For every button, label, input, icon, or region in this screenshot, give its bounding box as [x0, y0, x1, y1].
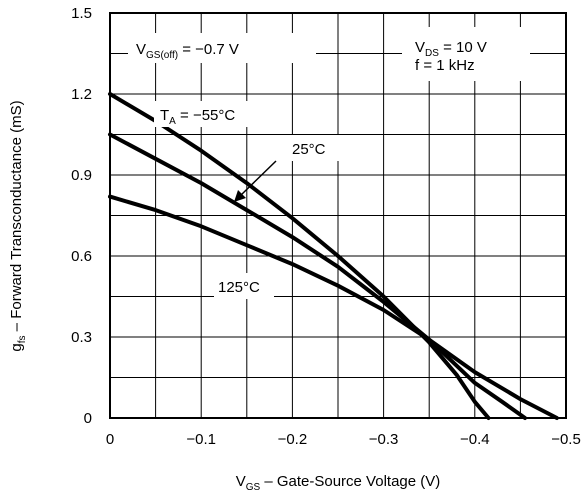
annotation-t125-part: 125°C: [218, 279, 260, 296]
x-tick-label: −0.1: [186, 431, 216, 448]
axis-labels: VGS – Gate-Source Voltage (V) gfs – Forwa…: [8, 100, 440, 493]
y-axis-label: gfs – Forward Transconductance (mS): [8, 100, 28, 351]
x-tick-label: −0.2: [278, 431, 308, 448]
y-axis-label-part: – Forward Transconductance (mS): [8, 100, 25, 335]
y-tick-label: 0: [84, 410, 92, 427]
annotation-vgsoff-part: GS(off): [146, 50, 178, 61]
annotation-vgsoff-part: = −0.7 V: [178, 41, 239, 58]
annotation-vgsoff: VGS(off) = −0.7 V: [136, 41, 239, 61]
annotation-vds-part: = 10 V: [439, 39, 487, 56]
x-tick-label: 0: [106, 431, 114, 448]
annotation-ta-part: = −55°C: [176, 107, 236, 124]
arrow-line: [239, 160, 277, 197]
grid: [110, 13, 566, 418]
annotation-ta-part: A: [169, 116, 176, 127]
y-axis-label-part: g: [8, 343, 25, 351]
annotation-vds: VDS = 10 V: [415, 39, 487, 59]
x-axis-label-part: GS: [246, 482, 261, 493]
annotation-background: [402, 27, 530, 81]
x-tick-label: −0.5: [551, 431, 581, 448]
y-tick-label: 0.6: [71, 248, 92, 265]
y-tick-label: 0.9: [71, 167, 92, 184]
series-curves: [108, 92, 559, 420]
annotation-t25-part: 25°C: [292, 141, 326, 158]
x-axis-label-part: – Gate-Source Voltage (V): [260, 473, 440, 490]
annotation-freq-part: f = 1 kHz: [415, 57, 475, 74]
annotation-background: [288, 135, 340, 161]
y-axis-label-part: fs: [17, 335, 28, 343]
annotation-freq: f = 1 kHz: [415, 57, 475, 74]
arrow-head: [234, 190, 246, 202]
annotation-t125: 125°C: [218, 279, 260, 296]
series-line-1: [108, 92, 491, 420]
y-tick-label: 0.3: [71, 329, 92, 346]
annotation-vds-part: DS: [425, 48, 439, 59]
annotation-background: [128, 33, 316, 63]
series-line-3: [108, 194, 559, 420]
plot-frame: [109, 12, 567, 419]
annotation-background: [214, 273, 274, 299]
annotation-vgsoff-part: V: [136, 41, 146, 58]
x-tick-label: −0.4: [460, 431, 490, 448]
annotation-t25: 25°C: [292, 141, 326, 158]
series-line-2: [108, 132, 527, 420]
annotation-vds-part: V: [415, 39, 425, 56]
tick-labels: 0 −0.1 −0.2 −0.3 −0.4 −0.5 0 0.3 0.6 0.9 1.2 1.5: [71, 5, 581, 448]
y-tick-label: 1.5: [71, 5, 92, 22]
x-tick-label: −0.3: [369, 431, 399, 448]
annotation-background: [154, 101, 254, 127]
x-axis-label-part: V: [236, 473, 246, 490]
y-tick-label: 1.2: [71, 86, 92, 103]
annotation-ta: TA = −55°C: [160, 107, 235, 127]
annotation-ta-part: T: [160, 107, 169, 124]
x-axis-label: VGS – Gate-Source Voltage (V): [236, 473, 441, 493]
